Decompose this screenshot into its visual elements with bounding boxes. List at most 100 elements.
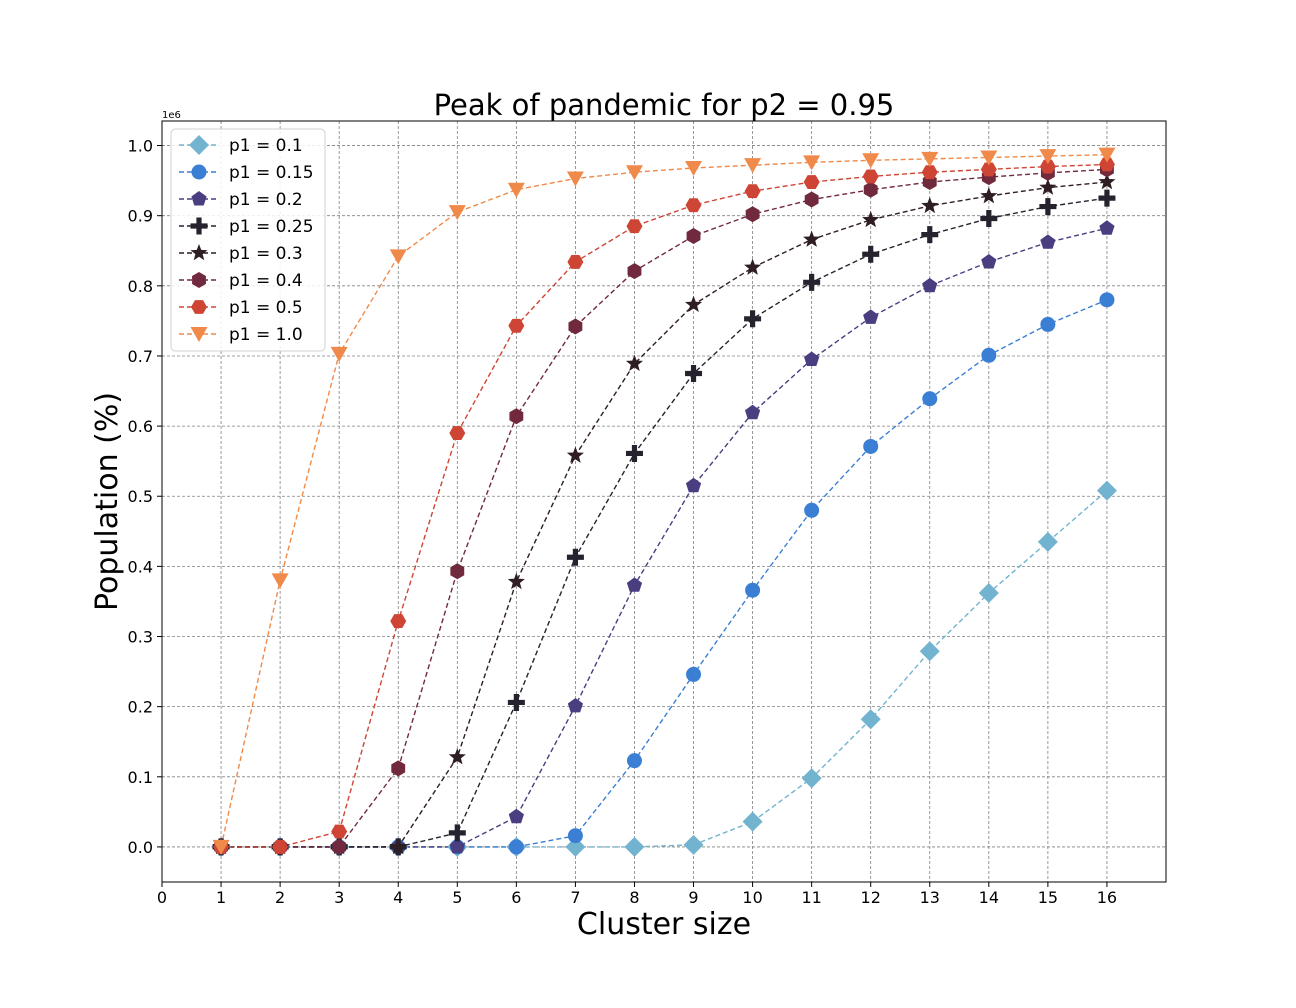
legend-label: p1 = 0.2 — [229, 190, 303, 210]
legend-label: p1 = 0.15 — [229, 163, 314, 183]
legend-item: p1 = 0.3 — [179, 244, 303, 264]
data-point — [921, 151, 939, 167]
y-tick-label: 0.3 — [128, 628, 153, 647]
legend-box — [170, 128, 326, 352]
data-point — [744, 310, 762, 328]
data-point — [389, 837, 407, 855]
data-point — [332, 838, 347, 855]
y-tick-label: 0.1 — [128, 768, 153, 787]
legend-item: p1 = 0.25 — [179, 217, 314, 237]
data-point — [212, 839, 230, 855]
series-line-7 — [220, 153, 1107, 848]
data-point — [863, 181, 878, 198]
x-tick-label: 15 — [1038, 888, 1058, 907]
data-point — [742, 811, 763, 832]
data-point — [684, 295, 703, 313]
data-point — [627, 263, 642, 280]
legend-item: p1 = 0.5 — [179, 298, 303, 318]
data-point — [1098, 157, 1115, 172]
data-point — [980, 209, 998, 227]
data-point — [803, 155, 821, 171]
series-line-1 — [221, 299, 1108, 848]
x-tick-label: 14 — [979, 888, 999, 907]
y-tick-label: 0.8 — [128, 277, 153, 296]
data-point — [389, 249, 407, 265]
data-point — [567, 255, 584, 269]
series-markers-4 — [212, 173, 1116, 855]
x-axis-title: Cluster size — [577, 907, 751, 942]
series-line-0 — [221, 490, 1108, 848]
series-lines — [220, 153, 1108, 848]
data-point — [391, 760, 406, 777]
data-point — [744, 258, 762, 275]
x-tick-label: 5 — [452, 888, 462, 907]
data-point — [626, 219, 643, 234]
y-tick-label: 0.9 — [128, 207, 153, 226]
x-tick-label: 7 — [570, 888, 580, 907]
legend-label: p1 = 0.25 — [229, 217, 314, 237]
data-point — [744, 404, 761, 420]
data-point — [507, 182, 525, 198]
data-point — [566, 171, 584, 187]
y-axis-offset-label: 1e6 — [162, 110, 181, 121]
data-point — [449, 838, 465, 854]
plot-area-frame — [161, 120, 1167, 883]
data-point — [803, 175, 820, 189]
y-tick-label: 0.4 — [128, 557, 153, 576]
data-point — [509, 408, 524, 425]
data-point — [508, 808, 524, 824]
chart-title: Peak of pandemic for p2 = 0.95 — [434, 88, 895, 122]
data-point — [980, 187, 998, 204]
data-point — [507, 572, 525, 590]
x-tick-label: 3 — [334, 888, 344, 907]
x-tick-label: 11 — [801, 888, 821, 907]
data-point — [804, 191, 819, 208]
data-point — [1040, 316, 1056, 332]
data-point — [390, 614, 407, 629]
legend-marker — [190, 327, 208, 342]
data-point — [624, 836, 645, 857]
data-point — [330, 346, 348, 362]
legend-marker — [190, 244, 208, 261]
legend-label: p1 = 0.5 — [229, 298, 303, 318]
data-point — [508, 318, 525, 333]
data-point — [981, 253, 997, 269]
legend-label: p1 = 0.4 — [229, 271, 303, 291]
legend-marker — [191, 191, 207, 206]
series-line-3 — [221, 197, 1108, 848]
series-markers-1 — [213, 292, 1115, 855]
data-point — [565, 836, 586, 857]
data-point — [626, 577, 643, 592]
x-tick-label: 4 — [393, 888, 403, 907]
data-point — [507, 693, 525, 711]
data-point — [686, 666, 702, 682]
data-point — [919, 641, 940, 662]
series-line-4 — [221, 181, 1108, 848]
data-point — [921, 226, 939, 244]
data-point — [1098, 147, 1116, 163]
x-tick-label: 9 — [688, 888, 698, 907]
x-tick-label: 16 — [1097, 888, 1117, 907]
legend-item: p1 = 0.4 — [179, 271, 303, 291]
legend-marker — [192, 272, 206, 288]
data-point — [625, 354, 644, 371]
data-point — [801, 768, 822, 789]
series-line-2 — [221, 227, 1108, 848]
data-point — [921, 165, 938, 180]
data-point — [978, 583, 999, 604]
data-point — [860, 709, 881, 730]
data-point — [1037, 531, 1058, 552]
series-line-5 — [221, 168, 1107, 848]
data-point — [1099, 220, 1115, 235]
data-point — [448, 205, 466, 221]
data-point — [450, 563, 465, 580]
data-point — [685, 364, 703, 382]
data-point — [508, 839, 524, 855]
data-point — [744, 184, 761, 199]
data-point — [685, 160, 703, 176]
legend-label: p1 = 0.1 — [229, 136, 303, 156]
data-point — [272, 840, 289, 854]
x-tick-label: 6 — [511, 888, 521, 907]
data-point — [566, 548, 584, 566]
